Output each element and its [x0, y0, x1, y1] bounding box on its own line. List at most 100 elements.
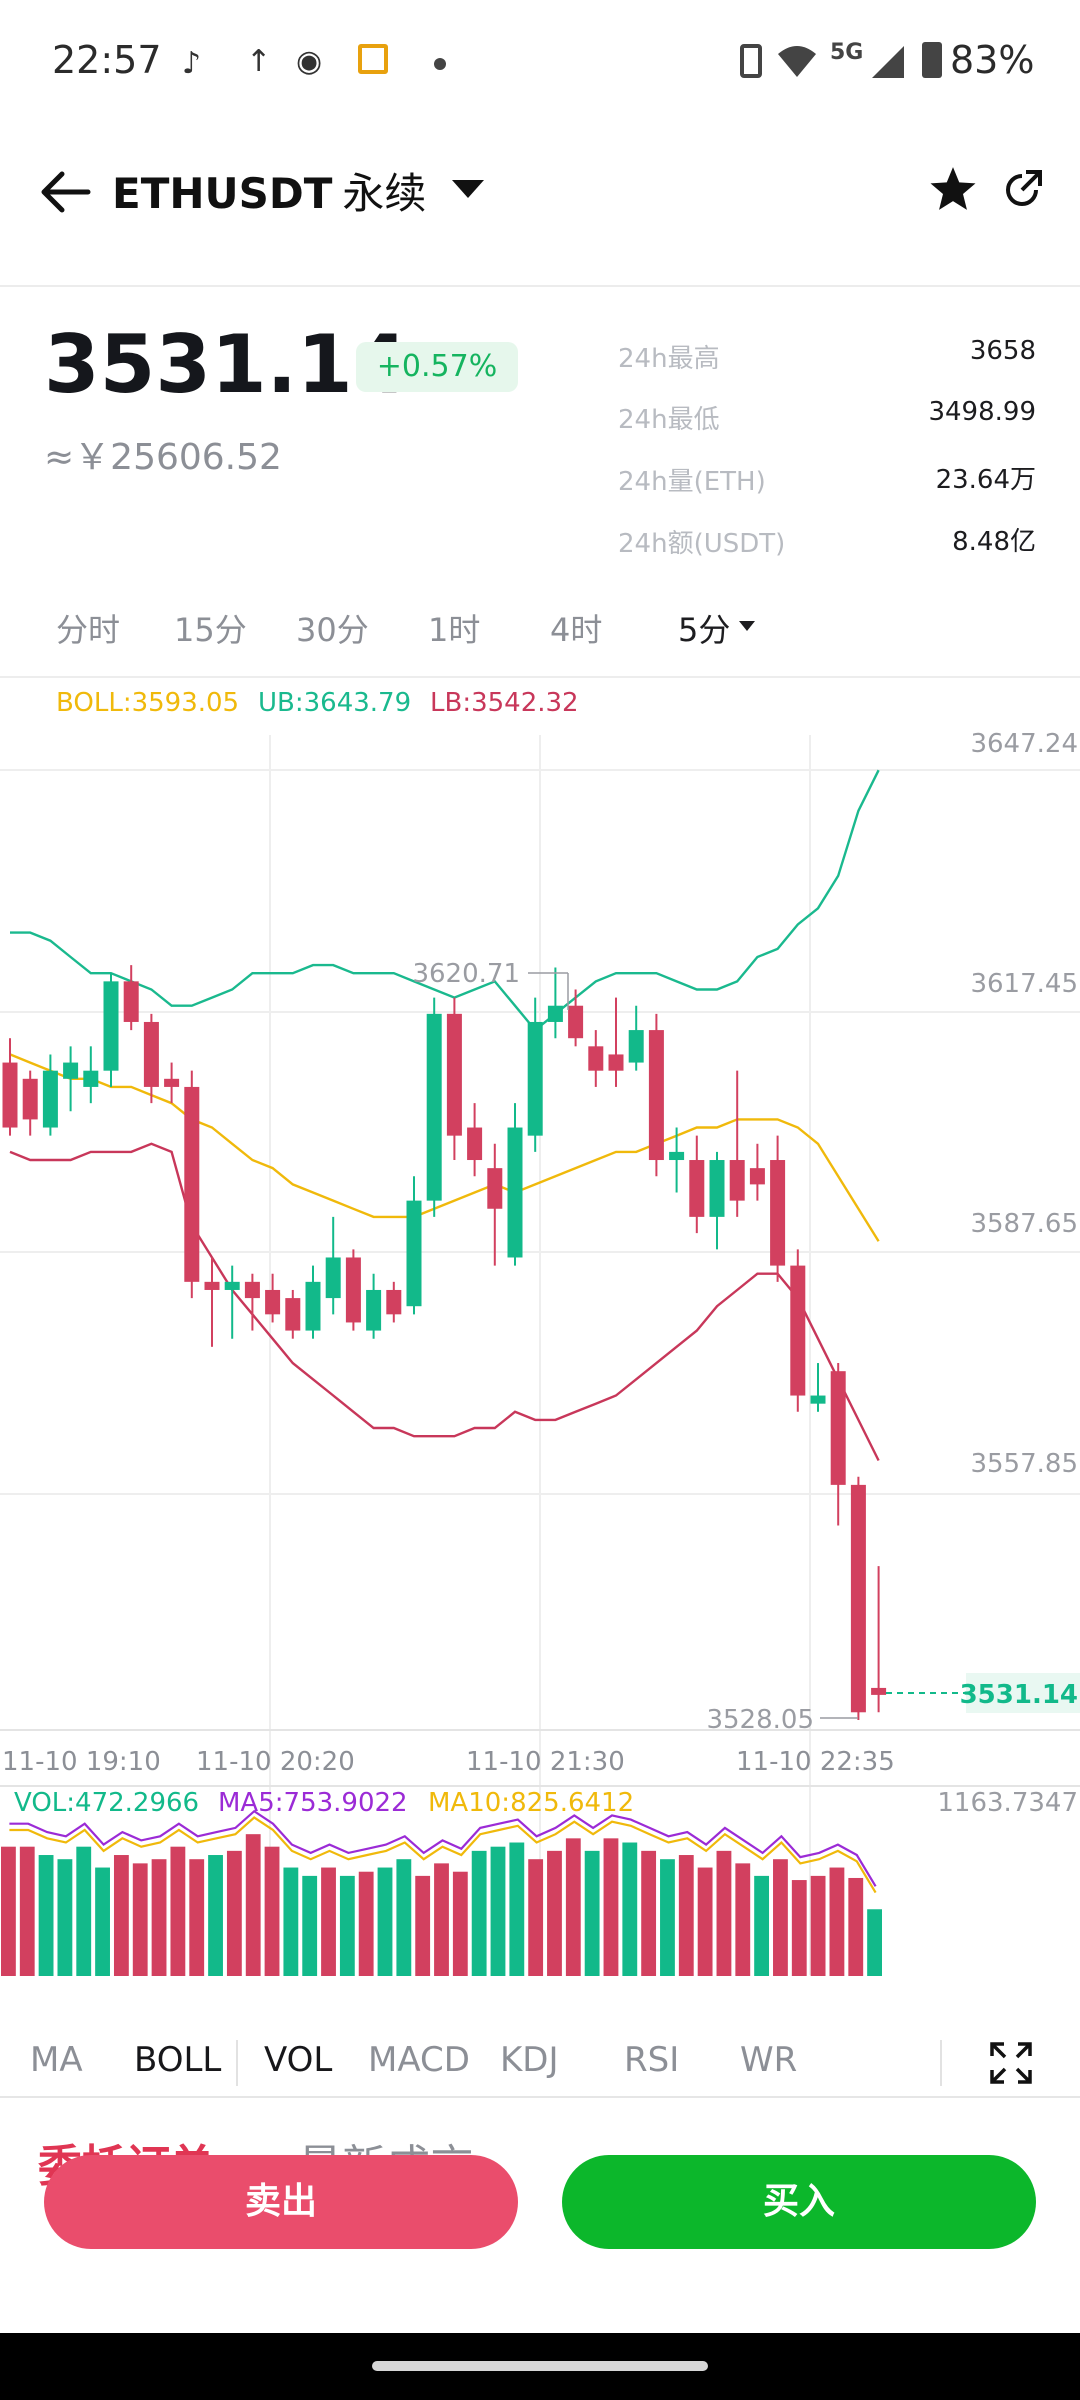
candle-body [204, 1281, 220, 1290]
current-price-tag-bg [966, 1673, 1080, 1713]
volume-bar [773, 1859, 788, 1976]
indicator-tab-macd[interactable]: MACD [368, 2040, 470, 2080]
sell-button[interactable]: 卖出 [44, 2155, 518, 2249]
time-axis-label: 11-10 20:20 [196, 1747, 355, 1777]
tab-timeframe-line[interactable]: 分时 [56, 611, 121, 649]
volume-bar [547, 1850, 562, 1976]
boll-lower-line [9, 1142, 880, 1462]
last-price: 3531.14 [44, 318, 409, 411]
candle-body [406, 1200, 422, 1307]
candle-body [648, 1030, 664, 1161]
candle-body [568, 1005, 584, 1039]
price-axis-label: 3617.45 [970, 969, 1078, 999]
volume-bar [735, 1863, 751, 1976]
tab-timeframe-30m[interactable]: 30分 [296, 611, 369, 649]
divider [0, 2096, 1080, 2098]
candle-body [729, 1160, 745, 1201]
tab-timeframe-1h[interactable]: 1时 [428, 611, 481, 649]
vol-ma10-line [9, 1816, 877, 1894]
indicator-tab-rsi[interactable]: RSI [624, 2040, 680, 2080]
cny-price: ≈￥25606.52 [44, 437, 282, 478]
volume-bar [132, 1863, 148, 1976]
candle-body [345, 1257, 361, 1323]
kline-chart[interactable]: 3647.24 3617.45 3587.65 3557.85 3620.71 3528.… [0, 720, 1080, 1980]
boll-upper-line [10, 769, 880, 1032]
star-icon[interactable] [928, 164, 978, 214]
volume-bar [452, 1871, 468, 1976]
indicator-tab-vol[interactable]: VOL [264, 2040, 333, 2080]
candle-body [123, 981, 139, 1022]
volume-bar [641, 1850, 657, 1976]
volume-bar [1, 1846, 16, 1976]
candle-body [689, 1160, 705, 1217]
volume-bar [434, 1863, 449, 1976]
dropdown-caret-icon[interactable] [450, 178, 486, 200]
candle-body [446, 1013, 462, 1136]
weibo-icon: ◉ [296, 44, 323, 79]
tiktok-icon: ♪ [182, 46, 202, 81]
volume-bar [848, 1877, 864, 1976]
candle-body [2, 1062, 18, 1128]
indicator-tab-kdj[interactable]: KDJ [500, 2040, 559, 2080]
tab-timeframe-4h[interactable]: 4时 [550, 611, 603, 649]
home-indicator[interactable] [372, 2361, 708, 2371]
buy-button[interactable]: 买入 [562, 2155, 1036, 2249]
volume-bar [396, 1859, 412, 1976]
candle-body [790, 1265, 806, 1396]
volume-bar [19, 1846, 35, 1976]
volume-bar [867, 1909, 882, 1976]
vol-ma5-line [9, 1809, 877, 1887]
battery-icon [922, 42, 942, 78]
volume-bar [716, 1850, 732, 1976]
back-arrow-icon[interactable] [40, 170, 92, 214]
volume-bar [490, 1846, 506, 1976]
candle-body [507, 1127, 523, 1258]
current-price-tag: 3531.14 [960, 1680, 1078, 1710]
candle-body [871, 1687, 887, 1695]
fullscreen-icon[interactable] [990, 2042, 1032, 2084]
candle-body [244, 1281, 260, 1299]
stat-low-value: 3498.99 [928, 397, 1036, 427]
boll-lower-label: LB:3542.32 [430, 688, 579, 718]
stat-volume-value: 23.64万 [935, 465, 1036, 495]
volume-bar [76, 1846, 92, 1976]
volume-bar [660, 1859, 675, 1976]
volume-bar [245, 1834, 261, 1976]
candle-body [103, 981, 119, 1071]
tab-timeframe-15m[interactable]: 15分 [174, 611, 247, 649]
app-icon [358, 44, 388, 74]
vol-label: VOL:472.2966 [14, 1788, 200, 1818]
candle-body [669, 1151, 685, 1161]
tab-timeframe-5m[interactable]: 5分 [678, 611, 731, 649]
candle-body [143, 1021, 159, 1087]
volume-bar [584, 1850, 600, 1976]
upload-icon: ↑ [246, 44, 272, 79]
indicator-tab-ma[interactable]: MA [30, 2040, 83, 2080]
price-axis-label: 3587.65 [970, 1209, 1078, 1239]
candle-body [22, 1078, 38, 1120]
symbol-title[interactable]: ETHUSDT 永续 [112, 160, 426, 221]
timeframe-caret-icon[interactable] [738, 620, 756, 632]
share-icon[interactable] [1000, 168, 1044, 212]
candle-body [83, 1070, 99, 1087]
volume-bar [829, 1867, 845, 1976]
candle-body [628, 1030, 644, 1063]
candle-body [42, 1070, 58, 1128]
candle-body [608, 1054, 624, 1071]
volume-bar [754, 1875, 770, 1976]
volume-bar [471, 1850, 487, 1976]
stat-volume-label: 24h量(ETH) [618, 467, 766, 497]
candle-body [770, 1160, 786, 1266]
indicator-tab-wr[interactable]: WR [740, 2040, 798, 2080]
volume-bar [113, 1855, 129, 1976]
candle-body [386, 1289, 402, 1315]
volume-bar [189, 1859, 205, 1976]
volume-bar [151, 1859, 167, 1976]
indicator-tab-boll[interactable]: BOLL [134, 2040, 222, 2080]
volume-bar [264, 1846, 280, 1976]
stat-high-value: 3658 [969, 336, 1036, 366]
candle-body [184, 1086, 200, 1282]
candle-body [749, 1168, 765, 1185]
status-time: 22:57 [52, 38, 162, 82]
candle-body [285, 1298, 301, 1331]
